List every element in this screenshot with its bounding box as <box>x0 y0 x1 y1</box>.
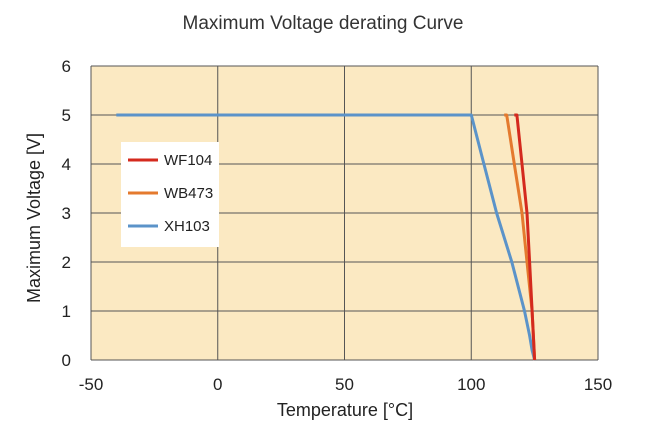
x-tick-label: 50 <box>335 375 354 394</box>
y-tick-label: 4 <box>62 155 71 174</box>
legend: WF104 WB473 XH103 <box>121 142 219 247</box>
series-layer <box>116 113 537 361</box>
legend-label: WF104 <box>164 152 212 169</box>
x-tick-label: 150 <box>584 375 612 394</box>
series-line-xh103 <box>116 113 537 361</box>
x-tick-label: -50 <box>79 375 104 394</box>
x-axis-label: Temperature [°C] <box>277 400 413 420</box>
series-line-wf104 <box>514 113 537 361</box>
y-tick-label: 5 <box>62 106 71 125</box>
y-axis-label: Maximum Voltage [V] <box>24 133 44 303</box>
y-tick-label: 2 <box>62 253 71 272</box>
x-tick-label: 0 <box>213 375 222 394</box>
y-tick-label: 3 <box>62 204 71 223</box>
tick-layer: -50 0 50 100 150 0 1 2 3 4 5 6 <box>62 57 613 394</box>
chart-title: Maximum Voltage derating Curve <box>183 13 464 34</box>
legend-label: WB473 <box>164 185 213 202</box>
y-tick-label: 0 <box>62 351 71 370</box>
legend-label: XH103 <box>164 218 210 235</box>
y-tick-label: 1 <box>62 302 71 321</box>
y-tick-label: 6 <box>62 57 71 76</box>
x-tick-label: 100 <box>457 375 485 394</box>
